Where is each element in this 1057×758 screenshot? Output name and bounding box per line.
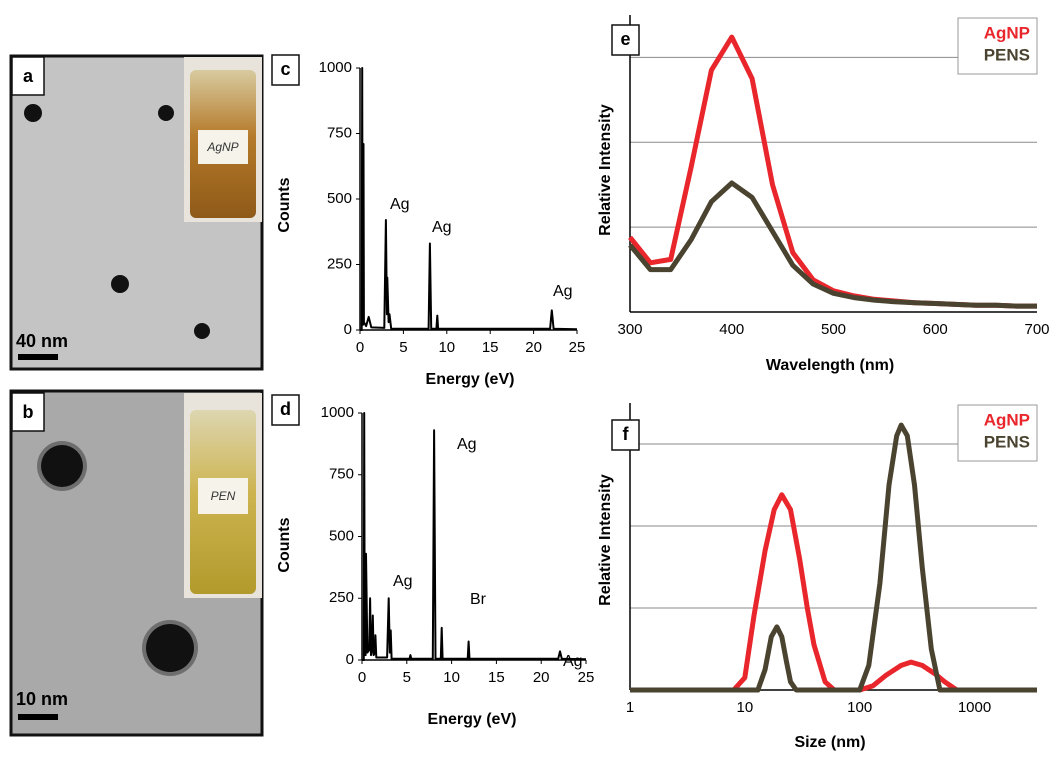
x-tick-label: 15	[488, 669, 505, 686]
x-tick-label: 1	[626, 699, 634, 716]
annotation: Ag	[393, 573, 413, 590]
y-tick-label: 1000	[321, 404, 354, 421]
y-tick-label: 0	[346, 651, 354, 668]
x-tick-label: 25	[578, 669, 595, 686]
x-tick-label: 1000	[958, 699, 991, 716]
y-tick-label: 250	[329, 589, 354, 606]
scale-bar-label: 40 nm	[16, 331, 68, 351]
panel-letter: d	[280, 399, 291, 419]
x-tick-label: 0	[358, 669, 366, 686]
panel-letter: e	[620, 29, 630, 49]
panel-letter: f	[623, 424, 630, 444]
x-tick-label: 600	[923, 321, 948, 338]
y-tick-label: 750	[329, 466, 354, 483]
panel-letter: b	[23, 402, 34, 422]
x-tick-label: 10	[438, 339, 455, 356]
panel-letter: a	[23, 66, 34, 86]
y-tick-label: 750	[327, 124, 352, 141]
series-line	[628, 34, 1037, 309]
scale-bar-label: 10 nm	[16, 689, 68, 709]
y-axis-label: Counts	[276, 177, 293, 232]
x-axis-label: Energy (eV)	[426, 371, 515, 388]
panel-letter-box	[271, 54, 300, 86]
x-tick-label: 300	[617, 321, 642, 338]
legend-entry: AgNP	[984, 23, 1030, 42]
x-tick-label: 20	[533, 669, 550, 686]
x-tick-label: 0	[356, 339, 364, 356]
y-tick-label: 500	[329, 527, 354, 544]
x-axis-label: Wavelength (nm)	[766, 357, 894, 374]
x-tick-label: 10	[736, 699, 753, 716]
x-tick-label: 400	[719, 321, 744, 338]
annotation: Ag	[390, 196, 410, 213]
annotation: Ag	[457, 436, 477, 453]
y-tick-label: 0	[344, 321, 352, 338]
x-tick-label: 5	[403, 669, 411, 686]
y-axis-label: Relative Intensity	[597, 104, 614, 236]
x-axis-label: Energy (eV)	[428, 711, 517, 728]
panel-letter-box	[271, 394, 300, 426]
panel-letter: c	[280, 59, 290, 79]
series-line	[630, 422, 1037, 693]
x-tick-label: 25	[569, 339, 586, 356]
tem-image-b: PEN b 10 nm	[9, 389, 264, 737]
series-line	[630, 492, 1037, 693]
y-tick-label: 250	[327, 255, 352, 272]
x-tick-label: 500	[821, 321, 846, 338]
panel-letter-box	[611, 419, 640, 451]
legend-entry: PENS	[984, 45, 1030, 64]
legend-entry: AgNP	[984, 410, 1030, 429]
series-line	[360, 67, 578, 331]
panel-letter-box	[611, 24, 640, 56]
x-tick-label: 5	[399, 339, 407, 356]
x-axis-label: Size (nm)	[794, 734, 865, 751]
y-axis-label: Relative Intensity	[597, 474, 614, 606]
annotation: Br	[470, 591, 487, 608]
x-tick-label: 100	[847, 699, 872, 716]
vial-label: AgNP	[206, 140, 238, 154]
x-tick-label: 10	[443, 669, 460, 686]
x-tick-label: 20	[525, 339, 542, 356]
x-tick-label: 15	[482, 339, 499, 356]
legend-box	[957, 17, 1038, 75]
annotation: Ag	[563, 653, 583, 670]
annotation: Ag	[432, 219, 452, 236]
vial-label: PEN	[211, 489, 236, 503]
x-tick-label: 700	[1024, 321, 1049, 338]
annotation: Ag	[553, 283, 573, 300]
y-tick-label: 500	[327, 190, 352, 207]
y-tick-label: 1000	[319, 59, 352, 76]
legend-entry: PENS	[984, 432, 1030, 451]
y-axis-label: Counts	[276, 517, 293, 572]
series-line	[628, 180, 1037, 309]
tem-image-a: AgNP a 40 nm	[9, 54, 264, 371]
series-line	[362, 412, 587, 661]
legend-box	[957, 404, 1038, 462]
